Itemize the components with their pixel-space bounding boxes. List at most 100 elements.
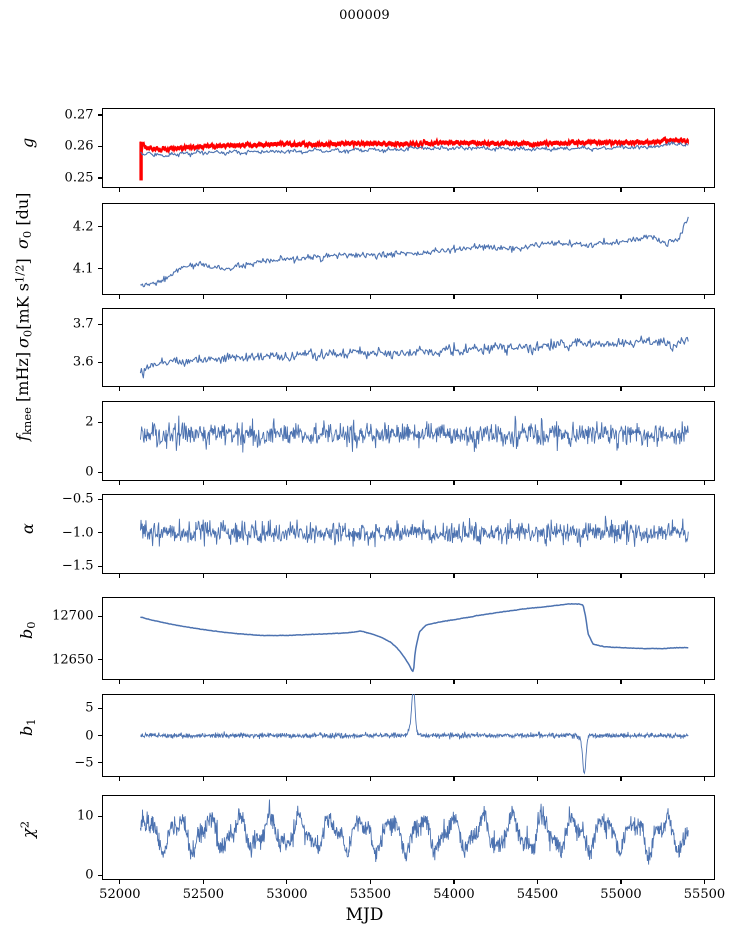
panel-plot-area [139,694,689,775]
x-tick-mark [620,295,622,299]
plot-panel-alpha [101,494,715,574]
x-tick-mark [703,880,706,884]
x-tick-mark [703,387,706,391]
x-tick-mark [202,680,204,684]
y-tick-label: 10 [76,808,94,824]
x-tick-mark [703,295,706,299]
panel-plot-area [139,216,689,288]
y-tick-mark [97,565,102,567]
x-tick-mark [119,295,121,299]
y-tick-mark [97,659,102,661]
x-tick-mark [119,680,121,684]
x-tick-mark [453,574,455,578]
x-tick-mark [536,295,539,299]
x-tick-mark [119,880,121,884]
page-title: 000009 [339,8,390,23]
x-tick-mark [620,188,622,192]
x-tick-mark [286,295,288,299]
plot-panel-sigma0-mK [101,308,715,387]
x-tick-mark [453,387,455,391]
y-tick-mark [97,323,102,325]
y-tick-mark [97,707,102,709]
x-tick-mark [620,880,622,884]
x-tick-label: 52000 [99,887,141,902]
x-tick-mark [703,777,706,781]
y-tick-label: 12650 [52,652,94,668]
x-tick-mark [536,880,539,884]
x-tick-label: 55000 [600,887,642,902]
y-tick-label: 5 [85,700,94,716]
x-tick-mark [453,188,455,192]
y-tick-label: −5 [74,755,94,771]
plot-panel-chi2 [101,795,715,880]
x-tick-mark [453,680,455,684]
x-tick-mark [286,574,288,578]
x-tick-label: 53000 [266,887,308,902]
x-tick-mark [703,680,706,684]
x-tick-mark [620,777,622,781]
x-tick-mark [536,777,539,781]
series-b0 [139,603,688,673]
x-tick-mark [369,777,371,781]
panel-frame [101,203,715,295]
series-b1 [139,694,689,775]
y-tick-mark [97,735,102,737]
x-tick-mark [620,680,622,684]
x-tick-mark [286,880,288,884]
x-tick-mark [119,777,121,781]
y-tick-mark [97,114,102,116]
x-tick-mark [119,574,121,578]
y-tick-mark [97,177,102,179]
plot-panel-fknee [101,401,715,481]
y-tick-mark [97,874,102,876]
x-tick-mark [369,188,371,192]
panel-plot-area [139,515,689,548]
series-chi2 [139,799,689,865]
x-tick-label: 55500 [683,887,726,902]
panel-plot-area [138,136,689,181]
x-tick-mark [286,387,288,391]
x-tick-mark [369,387,371,391]
series-sigma0-du [139,216,689,288]
y-tick-label: 0.26 [64,138,94,154]
x-tick-mark [369,880,371,884]
x-tick-mark [202,387,204,391]
plot-panel-sigma0-du [101,203,715,295]
series-alpha [139,515,689,548]
series-sigma0-mK [139,335,689,379]
panel-frame [101,108,715,188]
x-tick-mark [620,387,622,391]
y-tick-label: −0.5 [61,491,94,507]
y-tick-mark [97,268,102,270]
x-tick-mark [119,188,121,192]
x-tick-mark [453,295,455,299]
x-tick-mark [703,574,706,578]
panel-plot-area [139,603,688,673]
x-tick-mark [202,295,204,299]
y-tick-mark [97,762,102,764]
x-tick-mark [536,387,539,391]
x-tick-mark [202,880,204,884]
x-tick-mark [453,777,455,781]
x-tick-mark [202,574,204,578]
series-fknee [139,415,689,453]
y-tick-label: 0 [85,867,94,883]
x-tick-mark [369,574,371,578]
x-tick-label: 54500 [516,887,559,902]
x-tick-mark [536,574,539,578]
x-tick-mark [369,481,371,485]
panel-frame [101,494,715,574]
panel-plot-area [139,799,689,865]
y-tick-label: 2 [85,414,94,430]
x-tick-mark [453,880,455,884]
panel-frame [101,308,715,387]
y-tick-label: −1.0 [61,525,94,541]
y-tick-label: 12700 [52,608,94,624]
x-tick-mark [286,481,288,485]
y-tick-label: 4.2 [72,219,94,235]
x-tick-mark [119,481,121,485]
x-tick-mark [286,777,288,781]
plot-panel-b1 [101,694,715,777]
y-tick-label: −1.5 [61,558,94,574]
